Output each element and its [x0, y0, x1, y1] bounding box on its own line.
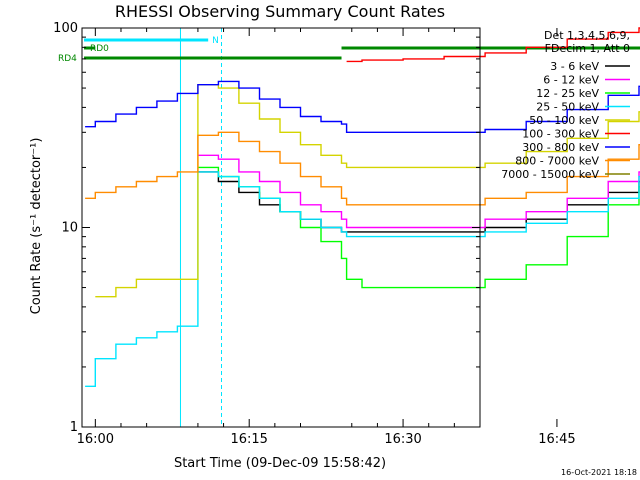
- axes-layer: 11010016:0016:1516:3016:4517:0017:1517:3…: [53, 21, 575, 447]
- y-axis-label: Count Rate (s⁻¹ detector⁻¹): [29, 138, 44, 315]
- legend-label-7: 800 - 7000 keV: [515, 155, 599, 168]
- y-tick-label-10: 10: [61, 221, 78, 236]
- x-tick-label-1645: 16:45: [538, 432, 575, 447]
- legend-header-line-1: Det 1,3,4,5,6,9,: [544, 29, 630, 42]
- state-label-n: N: [212, 36, 219, 46]
- legend-label-0: 3 - 6 keV: [550, 60, 599, 73]
- generation-timestamp: 16-Oct-2021 18:18: [561, 468, 637, 477]
- series-line-4-seg-0: [95, 83, 640, 298]
- legend-label-3: 25 - 50 keV: [536, 101, 599, 114]
- x-tick-label-1630: 16:30: [384, 432, 421, 447]
- chart-title: RHESSI Observing Summary Count Rates: [115, 2, 445, 21]
- legend-header-line-2: FDecim 1, Att 0: [545, 42, 630, 55]
- legend-label-2: 12 - 25 keV: [536, 87, 599, 100]
- state-label-rd4: RD4: [58, 54, 77, 64]
- plot-decorations: N RD0 RD4: [58, 28, 640, 427]
- legend-label-4: 50 - 100 keV: [529, 114, 599, 127]
- series-line-7-seg-0: [85, 131, 640, 206]
- series-line-5-seg-0: [346, 27, 640, 63]
- legend-label-1: 6 - 12 keV: [543, 74, 599, 87]
- legend-label-8: 7000 - 15000 keV: [501, 168, 599, 181]
- series-layer: [85, 27, 640, 387]
- y-tick-label-1: 1: [70, 420, 78, 435]
- state-label-rd0: RD0: [90, 44, 109, 54]
- x-tick-label-1615: 16:15: [230, 432, 267, 447]
- legend-label-6: 300 - 800 keV: [522, 141, 599, 154]
- series-line-1-seg-0: [197, 154, 640, 229]
- legend-label-5: 100 - 300 keV: [522, 128, 599, 141]
- series-line-6-seg-0: [85, 80, 640, 134]
- y-tick-label-100: 100: [53, 21, 78, 36]
- x-axis-label: Start Time (09-Dec-09 15:58:42): [174, 456, 386, 471]
- series-line-3-seg-0: [85, 171, 640, 387]
- x-tick-label-1600: 16:00: [77, 432, 114, 447]
